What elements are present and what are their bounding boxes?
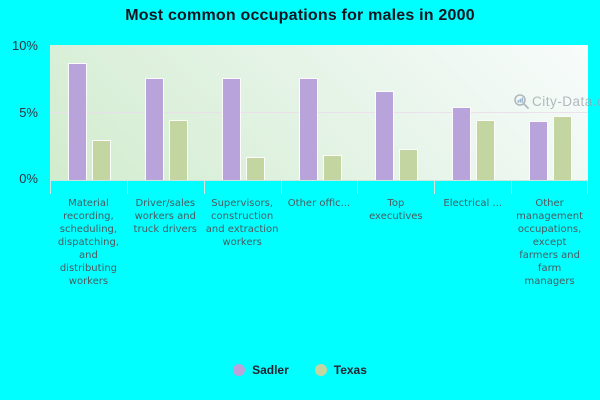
bar-texas (553, 115, 573, 180)
x-axis-label: Top executives (369, 198, 423, 222)
bar-sadler (452, 107, 472, 180)
x-axis-label: Driver/sales workers and truck drivers (133, 198, 198, 235)
legend-label: Texas (333, 363, 367, 377)
gridline-5pct (50, 112, 588, 113)
bar-group (511, 45, 588, 180)
x-axis-label: Other offic... (287, 198, 351, 209)
y-axis-tick-10: 10% (11, 38, 38, 53)
legend-item-sadler: Sadler (233, 363, 289, 377)
x-axis-labels: Material recording, scheduling, dispatch… (50, 197, 588, 288)
bar-texas (399, 149, 419, 180)
legend-label: Sadler (252, 363, 289, 377)
bar-sadler (298, 77, 318, 180)
chart-title: Most common occupations for males in 200… (125, 7, 475, 24)
x-axis-label: Electrical ... (443, 198, 503, 209)
y-axis-tick-0: 0% (19, 171, 38, 186)
bar-group (434, 45, 511, 180)
x-axis-label: Supervisors, construction and extraction… (205, 198, 279, 248)
x-axis-tick (280, 181, 282, 194)
legend-swatch-icon (314, 364, 327, 376)
x-axis-tick (434, 181, 436, 194)
bar-group (204, 45, 281, 180)
y-axis-tick-5: 5% (19, 105, 38, 120)
x-axis-label: Other management occupations, except far… (516, 198, 584, 287)
bar-sadler (221, 77, 241, 180)
bar-texas (322, 154, 342, 180)
bar-texas (168, 119, 188, 180)
bar-sadler (68, 62, 87, 180)
x-axis-tick (126, 181, 128, 194)
x-axis-label: Material recording, scheduling, dispatch… (57, 198, 120, 287)
bar-sadler (375, 91, 395, 180)
x-axis-tick-strip (50, 180, 588, 195)
bar-sadler (144, 77, 164, 180)
legend-item-texas: Texas (314, 363, 367, 377)
bar-sadler (529, 120, 549, 180)
x-axis-tick (50, 181, 51, 194)
bar-group (281, 45, 358, 180)
watermark-text: City-Data.com (531, 93, 600, 109)
bar-texas (92, 139, 111, 180)
bar-group (50, 45, 127, 180)
x-axis-tick (587, 181, 588, 194)
plot-area: City-Data.com (50, 45, 600, 180)
x-axis-tick (511, 181, 513, 194)
magnifier-logo-icon (514, 93, 529, 109)
bar-texas (476, 119, 496, 180)
bar-group (357, 45, 434, 180)
bar-group (127, 45, 204, 180)
watermark: City-Data.com (478, 92, 600, 110)
legend-swatch-icon (233, 364, 246, 376)
x-axis-tick (203, 181, 205, 194)
legend: Sadler Texas (0, 363, 600, 377)
bar-texas (245, 157, 265, 180)
x-axis-tick (357, 181, 359, 194)
